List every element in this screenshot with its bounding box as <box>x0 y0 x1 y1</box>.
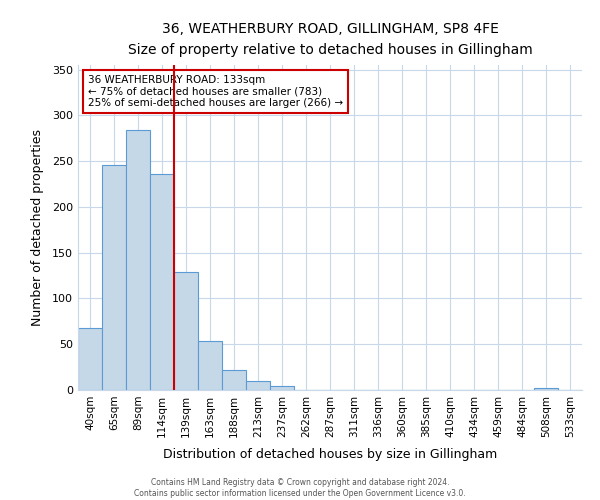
Bar <box>150 174 174 390</box>
Text: Contains HM Land Registry data © Crown copyright and database right 2024.
Contai: Contains HM Land Registry data © Crown c… <box>134 478 466 498</box>
Bar <box>102 165 126 390</box>
Bar <box>534 388 558 390</box>
Title: 36, WEATHERBURY ROAD, GILLINGHAM, SP8 4FE
Size of property relative to detached : 36, WEATHERBURY ROAD, GILLINGHAM, SP8 4F… <box>128 22 532 57</box>
Bar <box>126 130 150 390</box>
X-axis label: Distribution of detached houses by size in Gillingham: Distribution of detached houses by size … <box>163 448 497 461</box>
Bar <box>174 272 198 390</box>
Text: 36 WEATHERBURY ROAD: 133sqm
← 75% of detached houses are smaller (783)
25% of se: 36 WEATHERBURY ROAD: 133sqm ← 75% of det… <box>88 74 343 108</box>
Bar <box>222 370 246 390</box>
Bar <box>78 328 102 390</box>
Y-axis label: Number of detached properties: Number of detached properties <box>31 129 44 326</box>
Bar <box>198 342 222 390</box>
Bar <box>246 381 270 390</box>
Bar <box>270 386 294 390</box>
